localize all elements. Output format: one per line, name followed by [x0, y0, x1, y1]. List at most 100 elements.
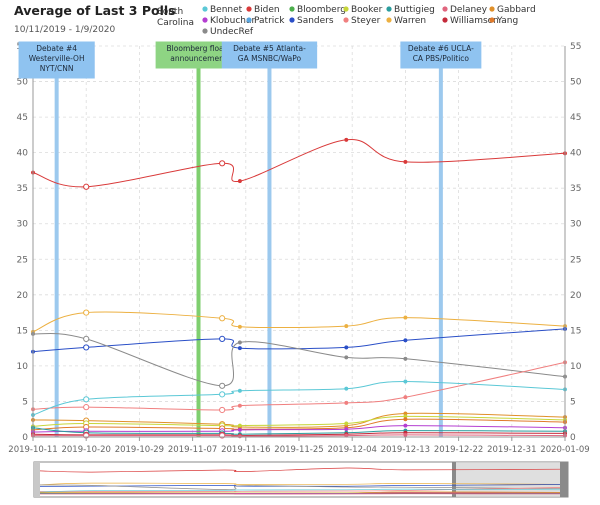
data-point-biden[interactable] — [404, 160, 408, 164]
y-tick-label-left: 20 — [17, 291, 29, 301]
data-point-bennet[interactable] — [220, 392, 225, 397]
legend-marker — [343, 17, 348, 22]
x-tick-label: 2020-01-09 — [540, 445, 589, 455]
navigator-right-handle[interactable] — [560, 462, 568, 497]
data-point-undecref[interactable] — [404, 357, 408, 361]
x-tick-label: 2019-12-22 — [434, 445, 483, 455]
event-line — [55, 56, 59, 437]
legend-marker — [386, 17, 391, 22]
legend-item-sanders[interactable]: Sanders — [289, 16, 333, 26]
legend-item-warren[interactable]: Warren — [386, 16, 426, 26]
legend-item-delaney[interactable]: Delaney — [442, 5, 487, 15]
data-point-delaney[interactable] — [238, 434, 242, 438]
event-label-text: NYT/CNN — [40, 64, 74, 73]
x-tick-label: 2019-10-29 — [115, 445, 164, 455]
y-tick-label-right: 15 — [570, 326, 581, 336]
event-label-text: Debate #6 UCLA- — [408, 44, 474, 53]
data-point-klobuchar[interactable] — [344, 427, 348, 431]
x-tick-label: 2019-11-16 — [221, 445, 270, 455]
data-point-sanders[interactable] — [238, 346, 242, 350]
legend-item-bloomberg[interactable]: Bloomberg — [289, 5, 346, 15]
event-line — [439, 56, 443, 437]
data-point-klobuchar[interactable] — [238, 428, 242, 432]
y-tick-label-right: 5 — [570, 397, 576, 407]
legend-label: Yang — [496, 16, 518, 26]
legend-marker — [489, 6, 494, 11]
data-point-biden[interactable] — [220, 161, 225, 166]
x-tick-label: 2019-11-07 — [168, 445, 217, 455]
data-point-sanders[interactable] — [404, 339, 408, 343]
data-point-warren[interactable] — [238, 325, 242, 329]
data-point-delaney[interactable] — [404, 433, 408, 437]
events-layer — [55, 56, 443, 437]
legend-label: Delaney — [450, 5, 488, 15]
legend-item-bennet[interactable]: Bennet — [202, 5, 242, 15]
legend-label: Biden — [254, 5, 280, 15]
y-tick-label-left: 30 — [17, 220, 29, 230]
navigator-left-handle[interactable] — [34, 462, 40, 497]
data-point-klobuchar[interactable] — [404, 424, 408, 428]
legend-item-booker[interactable]: Booker — [343, 5, 382, 15]
legend-label: Bennet — [210, 5, 243, 15]
data-point-steyer[interactable] — [238, 404, 242, 408]
data-point-biden[interactable] — [84, 184, 89, 189]
data-point-bennet[interactable] — [344, 387, 348, 391]
legend-marker — [202, 28, 207, 33]
y-tick-label-right: 20 — [570, 291, 582, 301]
grid — [33, 46, 565, 437]
data-point-sanders[interactable] — [344, 346, 348, 350]
legend-label: Booker — [351, 5, 383, 15]
event-label: Debate #5 Atlanta-GA MSNBC/WaPo — [222, 42, 316, 68]
data-point-undecref[interactable] — [238, 341, 242, 345]
legend-item-biden[interactable]: Biden — [246, 5, 279, 15]
legend-marker — [442, 17, 447, 22]
legend-marker — [202, 17, 207, 22]
legend-label: Warren — [394, 16, 426, 26]
legend-marker — [489, 17, 494, 22]
legend-label: Bloomberg — [297, 5, 346, 15]
legend-item-gabbard[interactable]: Gabbard — [489, 5, 535, 15]
y-tick-label-right: 30 — [570, 220, 582, 230]
data-point-booker[interactable] — [238, 424, 242, 428]
data-point-steyer[interactable] — [344, 401, 348, 405]
legend-marker — [289, 17, 294, 22]
data-point-biden[interactable] — [344, 138, 348, 142]
legend-marker — [386, 6, 391, 11]
legend-marker — [289, 6, 294, 11]
legend-marker — [442, 6, 447, 11]
event-label-text: Bloomberg floats — [167, 44, 231, 53]
legend-label: Patrick — [254, 16, 285, 26]
event-label-text: Westerville-OH — [29, 54, 85, 63]
data-point-steyer[interactable] — [220, 407, 225, 412]
data-point-warren[interactable] — [344, 324, 348, 328]
data-point-warren[interactable] — [84, 310, 89, 315]
y-tick-label-left: 10 — [17, 362, 29, 372]
x-tick-label: 2019-10-11 — [8, 445, 57, 455]
data-point-yang[interactable] — [404, 417, 408, 421]
data-point-steyer[interactable] — [404, 395, 408, 399]
data-point-warren[interactable] — [220, 316, 225, 321]
y-tick-label-right: 35 — [570, 184, 581, 194]
data-point-bennet[interactable] — [84, 397, 89, 402]
legend-item-buttigieg[interactable]: Buttigieg — [386, 5, 435, 15]
legend-label: UndecRef — [210, 27, 254, 37]
data-point-undecref[interactable] — [84, 336, 89, 341]
legend-item-steyer[interactable]: Steyer — [343, 16, 380, 26]
data-point-warren[interactable] — [404, 316, 408, 320]
data-point-sanders[interactable] — [84, 345, 89, 350]
data-point-bennet[interactable] — [404, 380, 408, 384]
data-point-bennet[interactable] — [238, 389, 242, 393]
data-point-booker[interactable] — [344, 422, 348, 426]
data-point-undecref[interactable] — [220, 383, 225, 388]
series-line-bennet[interactable] — [33, 381, 565, 415]
legend-marker — [246, 17, 251, 22]
range-navigator[interactable] — [34, 462, 568, 497]
data-point-biden[interactable] — [238, 179, 242, 183]
event-line — [267, 56, 271, 437]
data-point-undecref[interactable] — [344, 356, 348, 360]
data-point-sanders[interactable] — [220, 336, 225, 341]
data-point-steyer[interactable] — [84, 405, 89, 410]
event-label-text: Debate #5 Atlanta- — [233, 44, 306, 53]
legend-item-undecref[interactable]: UndecRef — [202, 27, 253, 37]
